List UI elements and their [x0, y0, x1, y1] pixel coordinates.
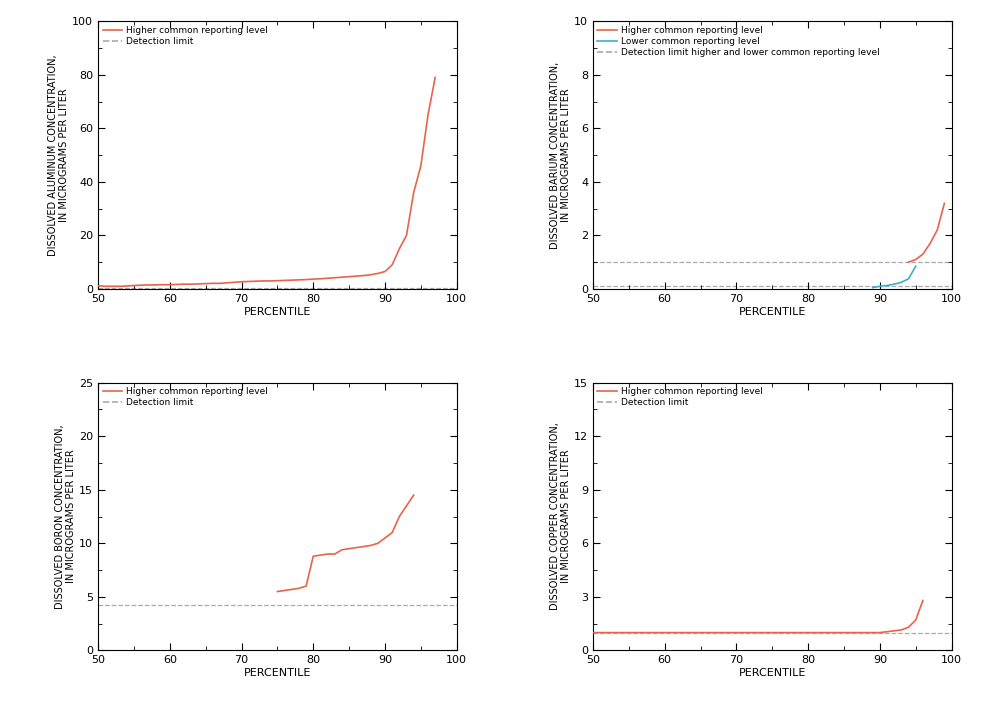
Y-axis label: DISSOLVED BORON CONCENTRATION,
IN MICROGRAMS PER LITER: DISSOLVED BORON CONCENTRATION, IN MICROG… [55, 424, 77, 609]
Legend: Higher common reporting level, Detection limit: Higher common reporting level, Detection… [101, 385, 270, 409]
Y-axis label: DISSOLVED BARIUM CONCENTRATION,
IN MICROGRAMS PER LITER: DISSOLVED BARIUM CONCENTRATION, IN MICRO… [549, 62, 571, 249]
Y-axis label: DISSOLVED COPPER CONCENTRATION,
IN MICROGRAMS PER LITER: DISSOLVED COPPER CONCENTRATION, IN MICRO… [549, 423, 571, 611]
Legend: Higher common reporting level, Detection limit: Higher common reporting level, Detection… [101, 24, 270, 48]
Legend: Higher common reporting level, Detection limit: Higher common reporting level, Detection… [595, 385, 764, 409]
X-axis label: PERCENTILE: PERCENTILE [243, 307, 311, 317]
X-axis label: PERCENTILE: PERCENTILE [243, 668, 311, 678]
X-axis label: PERCENTILE: PERCENTILE [739, 668, 806, 678]
Legend: Higher common reporting level, Lower common reporting level, Detection limit hig: Higher common reporting level, Lower com… [595, 24, 882, 59]
X-axis label: PERCENTILE: PERCENTILE [739, 307, 806, 317]
Y-axis label: DISSOLVED ALUMINUM CONCENTRATION,
IN MICROGRAMS PER LITER: DISSOLVED ALUMINUM CONCENTRATION, IN MIC… [48, 54, 70, 256]
